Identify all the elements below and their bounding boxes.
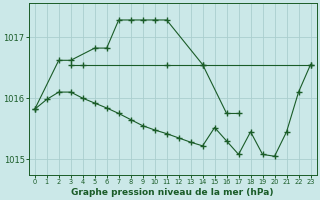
X-axis label: Graphe pression niveau de la mer (hPa): Graphe pression niveau de la mer (hPa) [71,188,274,197]
